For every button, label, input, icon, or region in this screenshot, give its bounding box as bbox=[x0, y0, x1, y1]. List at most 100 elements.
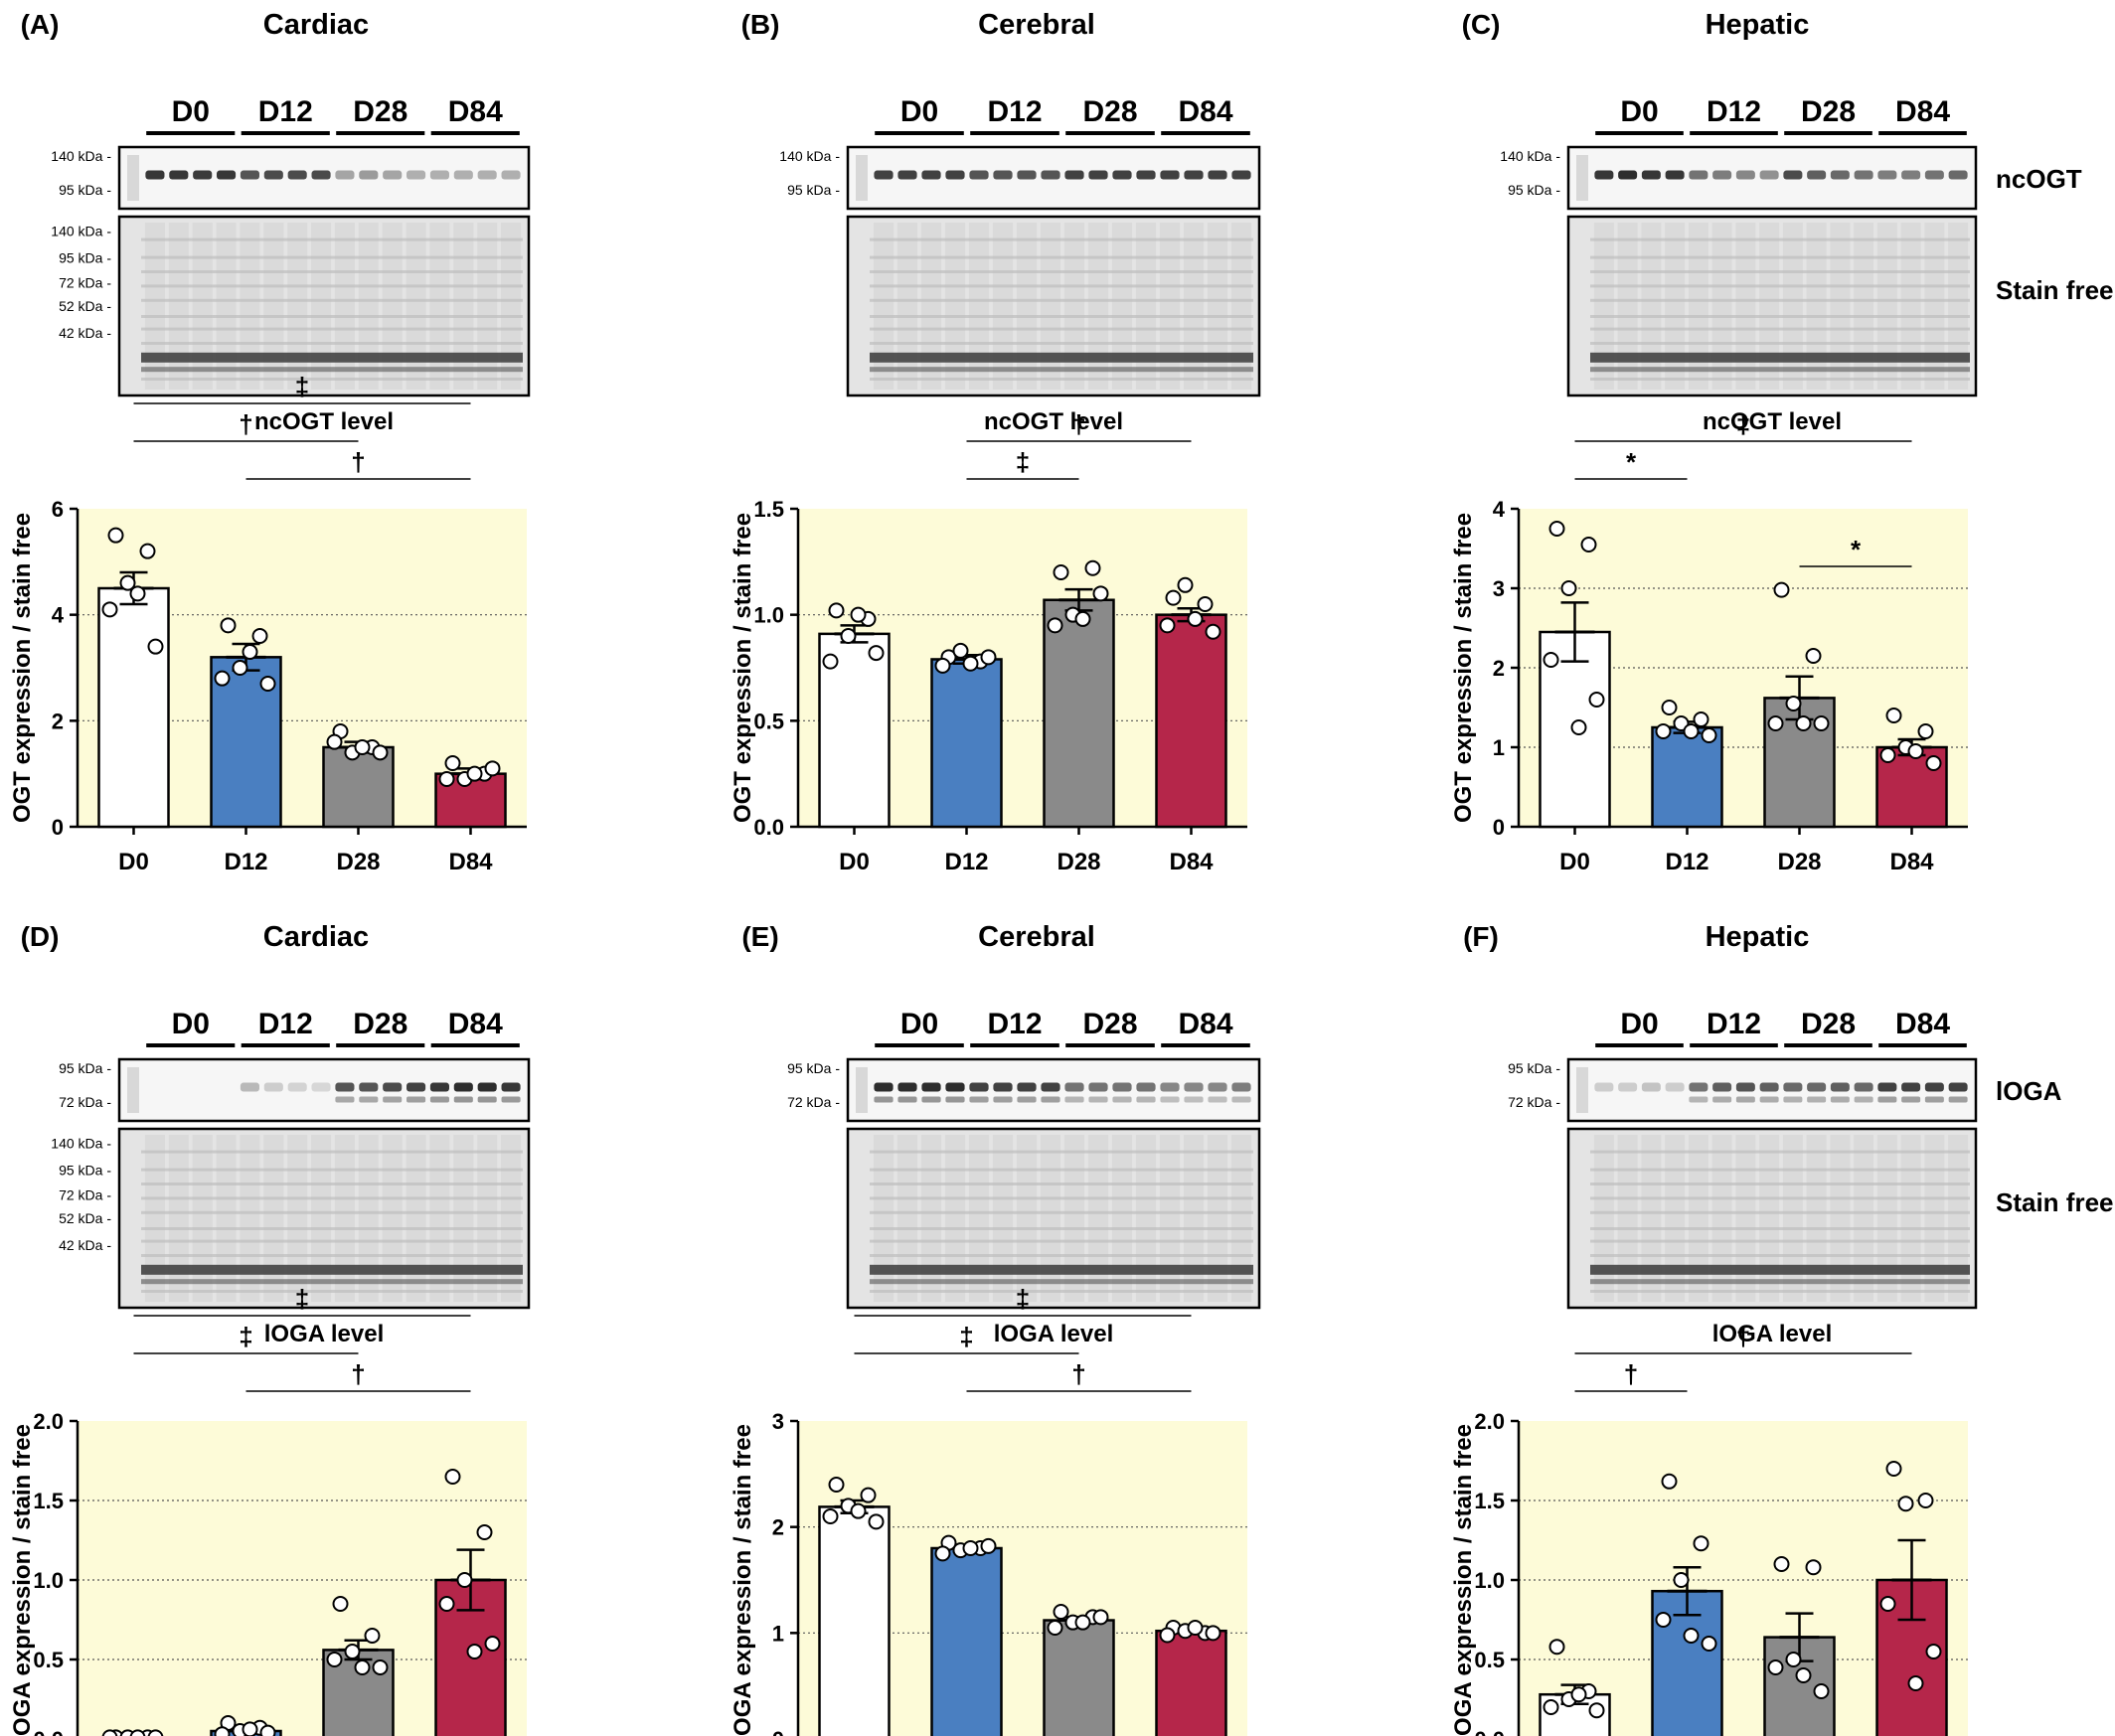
stain-lane bbox=[1617, 223, 1638, 390]
data-point bbox=[242, 1721, 258, 1736]
x-tick-label: D84 bbox=[1169, 849, 1214, 875]
data-point bbox=[952, 642, 969, 659]
stain-band bbox=[141, 298, 523, 302]
data-point bbox=[332, 1596, 349, 1612]
stain-lane bbox=[1087, 223, 1109, 390]
kda-marker: 95 kDa - bbox=[787, 182, 840, 198]
bar-D0 bbox=[97, 586, 170, 829]
y-tick-label: 3 bbox=[772, 1409, 784, 1434]
data-point bbox=[1655, 723, 1672, 739]
panel-title: Cardiac bbox=[263, 9, 369, 41]
kda-marker: 95 kDa - bbox=[1508, 182, 1560, 198]
stain-band bbox=[870, 1254, 1253, 1257]
data-point bbox=[484, 1636, 501, 1652]
data-point bbox=[1767, 715, 1784, 731]
protein-band-lower bbox=[1208, 1096, 1227, 1103]
protein-band bbox=[287, 170, 307, 180]
data-point bbox=[1560, 580, 1577, 596]
x-tick-label: D0 bbox=[1559, 849, 1590, 875]
protein-band bbox=[1594, 1082, 1614, 1092]
y-tick-label: 0.5 bbox=[33, 1648, 64, 1672]
stain-band bbox=[1590, 1210, 1970, 1214]
blot-caption: ncOGT level bbox=[254, 408, 394, 435]
protein-band-lower bbox=[874, 1096, 894, 1103]
data-point bbox=[1159, 617, 1176, 634]
stain-band bbox=[141, 1227, 523, 1230]
stain-band bbox=[1590, 378, 1970, 381]
significance-symbol: ‡ bbox=[239, 1322, 252, 1351]
kda-marker: 72 kDa - bbox=[787, 1094, 840, 1110]
stain-band bbox=[141, 1150, 523, 1154]
significance-symbol: ‡ bbox=[1736, 409, 1750, 439]
protein-band-lower bbox=[1948, 1096, 1968, 1103]
protein-band-lower bbox=[945, 1096, 965, 1103]
kda-marker: 95 kDa - bbox=[59, 1162, 111, 1178]
protein-band bbox=[477, 170, 497, 180]
stain-sub-band bbox=[870, 1279, 1253, 1285]
kda-marker: 140 kDa - bbox=[51, 223, 111, 238]
data-point bbox=[860, 1487, 877, 1503]
data-point bbox=[1925, 1644, 1942, 1659]
stain-lane bbox=[501, 223, 522, 390]
stain-lane bbox=[1207, 1135, 1228, 1302]
protein-band-lower bbox=[969, 1096, 989, 1103]
protein-band bbox=[359, 170, 379, 180]
data-point bbox=[868, 1513, 885, 1530]
y-axis-label: OGA expression / stain free bbox=[1450, 1424, 1477, 1736]
protein-band bbox=[897, 1082, 917, 1092]
panel-title: Cerebral bbox=[978, 9, 1095, 41]
stain-lane bbox=[1016, 223, 1038, 390]
x-tick-label: D28 bbox=[1057, 849, 1100, 875]
data-point bbox=[1805, 1559, 1822, 1576]
stain-band bbox=[870, 1183, 1253, 1185]
data-point bbox=[147, 638, 164, 655]
stain-band bbox=[870, 1290, 1253, 1293]
data-point bbox=[1693, 711, 1709, 727]
data-point bbox=[242, 644, 258, 660]
protein-band-lower bbox=[1901, 1096, 1921, 1103]
stain-lane bbox=[1063, 1135, 1085, 1302]
stain-main-band bbox=[870, 352, 1253, 363]
protein-band-lower bbox=[1712, 1096, 1732, 1103]
protein-band-lower bbox=[1064, 1096, 1084, 1103]
stain-band bbox=[1590, 1254, 1970, 1257]
kda-marker: 42 kDa - bbox=[59, 325, 111, 341]
stain-band bbox=[141, 327, 523, 331]
stain-lane bbox=[968, 1135, 990, 1302]
protein-band bbox=[1735, 170, 1755, 180]
stain-band bbox=[141, 378, 523, 381]
panel-letter: (A) bbox=[21, 9, 60, 40]
stain-lane bbox=[287, 223, 308, 390]
data-point bbox=[850, 606, 867, 623]
stain-label: Stain free bbox=[1996, 275, 2114, 305]
blot-caption: ncOGT level bbox=[1703, 408, 1842, 435]
data-point bbox=[980, 1537, 997, 1554]
stain-band bbox=[1590, 270, 1970, 273]
y-tick-label: 1 bbox=[1493, 735, 1505, 760]
stain-lane bbox=[1759, 1135, 1780, 1302]
significance-symbol: ‡ bbox=[295, 372, 309, 401]
data-point bbox=[1205, 623, 1221, 640]
y-tick-label: 2 bbox=[52, 709, 64, 733]
stain-band bbox=[1590, 342, 1970, 345]
ladder-lane bbox=[1576, 155, 1588, 201]
stain-lane bbox=[477, 1135, 498, 1302]
data-point bbox=[1187, 1620, 1204, 1636]
stain-band bbox=[870, 378, 1253, 381]
y-tick-label: 2.0 bbox=[33, 1409, 64, 1434]
data-point bbox=[828, 602, 845, 619]
stain-lane bbox=[1230, 1135, 1252, 1302]
protein-band bbox=[193, 170, 213, 180]
data-point bbox=[438, 1596, 455, 1612]
blot-caption: lOGA level bbox=[994, 1321, 1114, 1347]
data-point bbox=[1092, 585, 1109, 602]
stain-lane bbox=[1159, 1135, 1181, 1302]
stain-lane bbox=[216, 1135, 237, 1302]
protein-band bbox=[1136, 170, 1156, 180]
protein-band bbox=[240, 1082, 259, 1092]
protein-band-lower bbox=[1689, 1096, 1708, 1103]
lane-group-label: D28 bbox=[353, 1008, 407, 1040]
bar-D84 bbox=[1155, 1629, 1227, 1736]
protein-band bbox=[383, 170, 403, 180]
significance-symbol: † bbox=[351, 1359, 365, 1389]
